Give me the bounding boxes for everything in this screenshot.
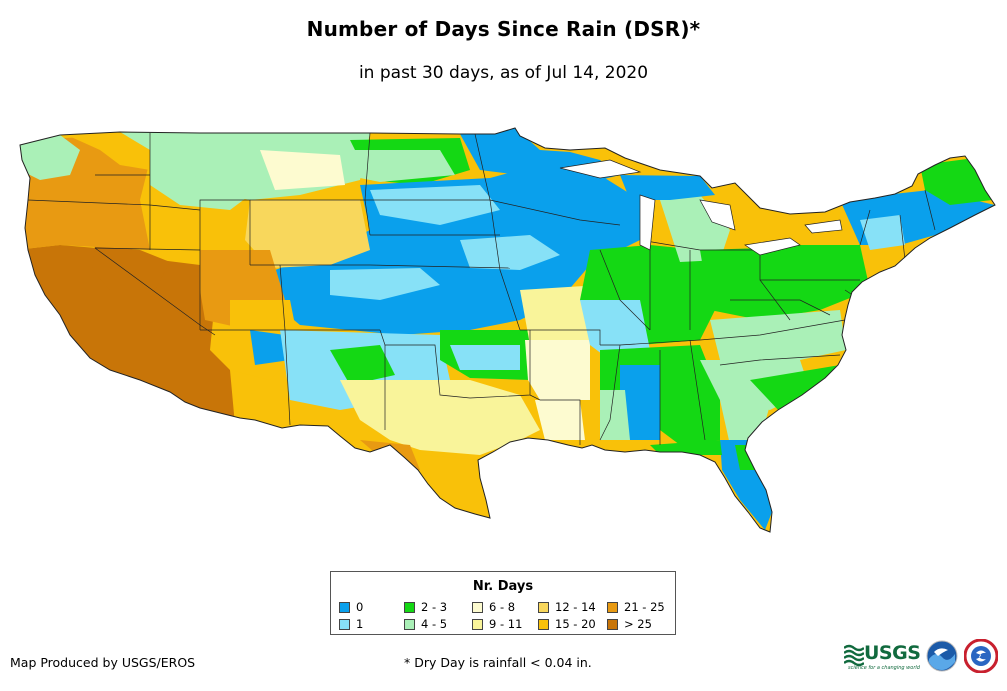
legend-item: 21 - 25 <box>607 601 665 614</box>
legend-label: 6 - 8 <box>489 600 516 614</box>
legend-item: 12 - 14 <box>538 601 596 614</box>
agency-logos: USGS science for a changing world <box>842 636 1002 676</box>
legend-swatch <box>339 602 350 613</box>
legend-item: > 25 <box>607 618 652 631</box>
legend-item: 2 - 3 <box>404 601 447 614</box>
legend-item: 0 <box>339 601 363 614</box>
noaa-logo-icon <box>926 640 958 672</box>
usgs-logo-text: USGS <box>864 642 921 664</box>
legend-label: 0 <box>356 600 364 614</box>
legend-swatch <box>607 602 618 613</box>
footnote-text: * Dry Day is rainfall < 0.04 in. <box>404 655 592 670</box>
legend-label: 4 - 5 <box>421 617 448 631</box>
legend-swatch <box>538 619 549 630</box>
legend-label: 12 - 14 <box>555 600 596 614</box>
credit-text: Map Produced by USGS/EROS <box>10 655 196 670</box>
legend-label: 9 - 11 <box>489 617 523 631</box>
legend-item: 4 - 5 <box>404 618 447 631</box>
legend-label: > 25 <box>624 617 652 631</box>
map-title: Number of Days Since Rain (DSR)* <box>306 17 701 41</box>
us-dsr-map <box>19 127 996 533</box>
legend-title: Nr. Days <box>472 579 534 594</box>
legend-label: 1 <box>356 617 364 631</box>
usgs-tagline: science for a changing world <box>848 665 920 671</box>
legend-item: 6 - 8 <box>472 601 515 614</box>
legend-swatch <box>404 619 415 630</box>
legend: Nr. Days 0 1 2 - 3 4 - 5 6 - 8 9 - 11 12… <box>330 571 676 635</box>
legend-swatch <box>607 619 618 630</box>
legend-label: 15 - 20 <box>555 617 596 631</box>
legend-swatch <box>404 602 415 613</box>
legend-swatch <box>538 602 549 613</box>
legend-swatch <box>339 619 350 630</box>
usgs-logo-icon <box>844 644 864 666</box>
legend-label: 21 - 25 <box>624 600 665 614</box>
legend-swatch <box>472 619 483 630</box>
legend-item: 15 - 20 <box>538 618 596 631</box>
legend-label: 2 - 3 <box>421 600 448 614</box>
legend-item: 1 <box>339 618 363 631</box>
legend-item: 9 - 11 <box>472 618 522 631</box>
legend-swatch <box>472 602 483 613</box>
map-subtitle: in past 30 days, as of Jul 14, 2020 <box>358 63 649 83</box>
nws-logo-icon <box>964 639 998 673</box>
